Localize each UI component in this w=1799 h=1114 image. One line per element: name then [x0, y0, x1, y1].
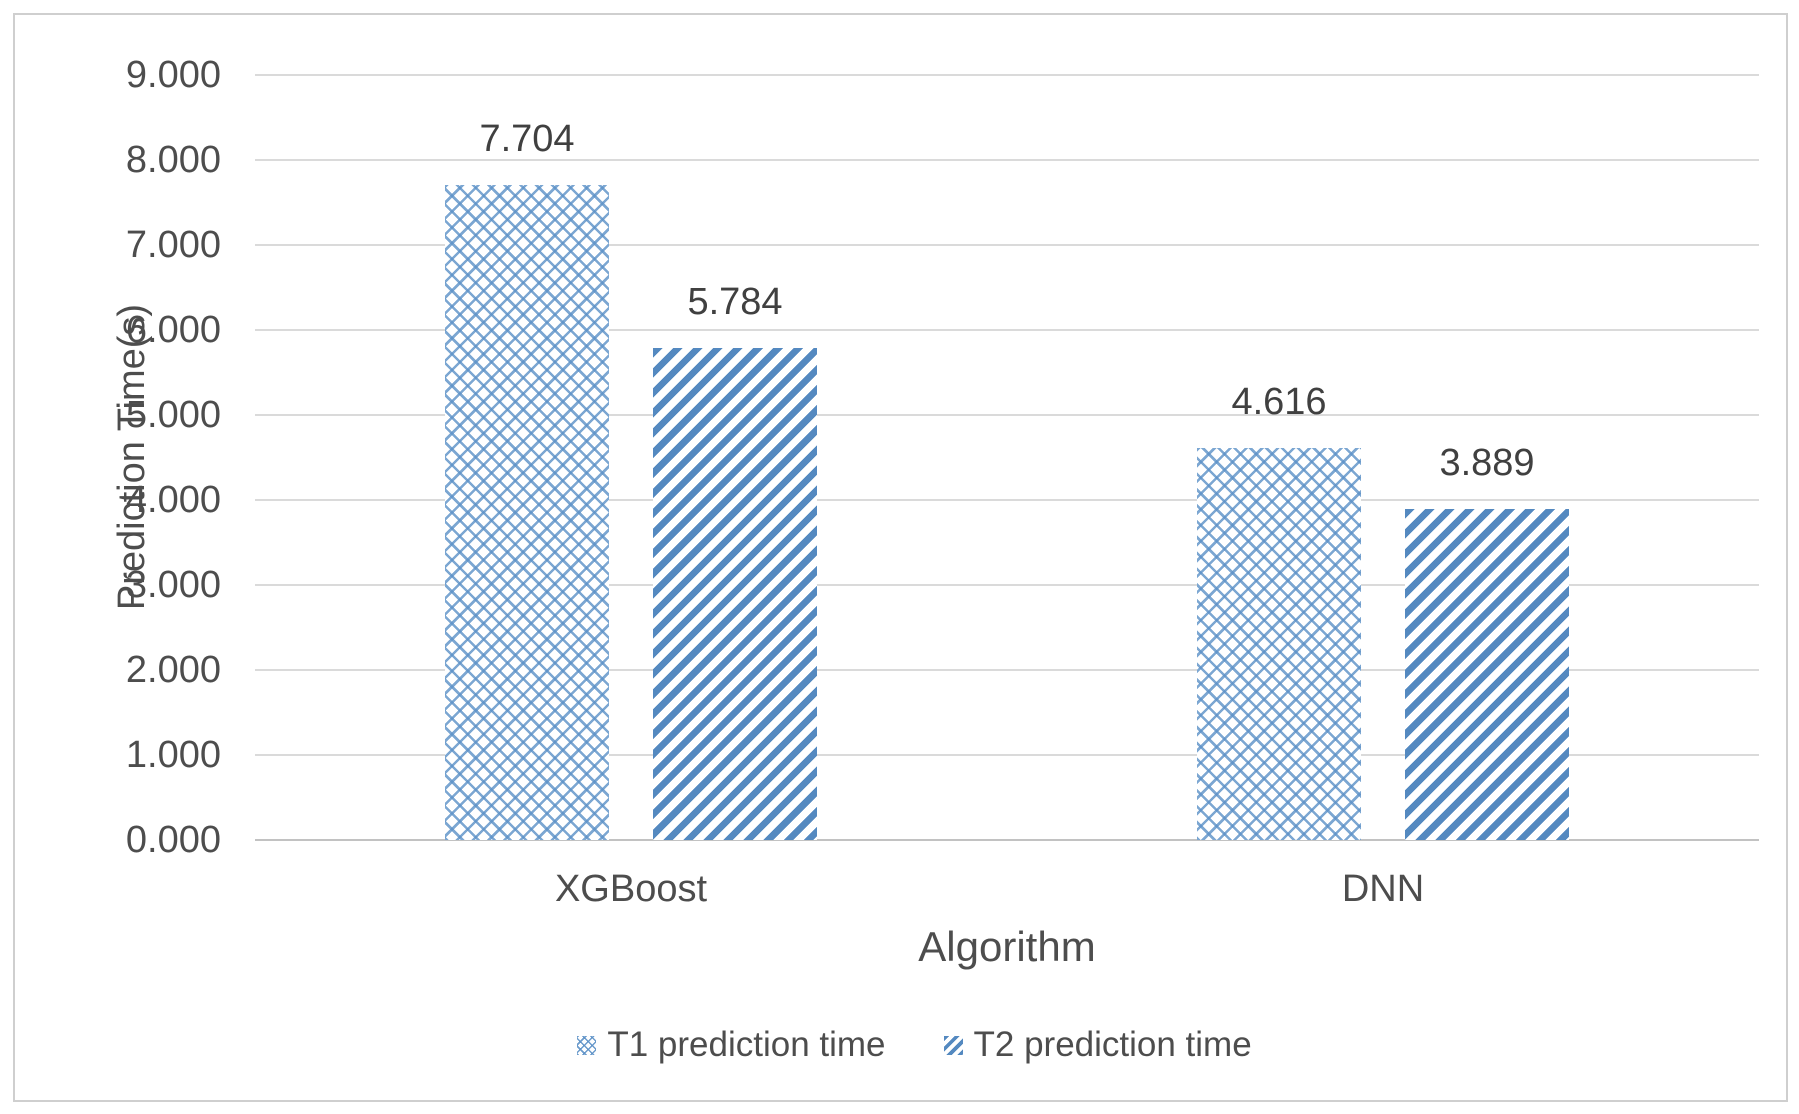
legend-label: T1 prediction time: [607, 1025, 886, 1064]
gridline: [255, 329, 1759, 331]
data-label-xgboost-t1-prediction-time: 7.704: [479, 118, 575, 161]
bar-xgboost-t1-prediction-time: [445, 185, 609, 840]
gridline: [255, 74, 1759, 76]
gridline: [255, 669, 1759, 671]
gridline: [255, 499, 1759, 501]
y-axis-tick-label: 9.000: [125, 54, 221, 96]
y-axis-tick-label: 0.000: [125, 819, 221, 861]
data-label-xgboost-t2-prediction-time: 5.784: [687, 281, 783, 324]
legend-item-t2-prediction-time: T2 prediction time: [943, 1018, 1252, 1072]
gridline: [255, 159, 1759, 161]
y-axis-tick-label: 5.000: [125, 394, 221, 436]
legend: T1 prediction time T2 prediction time: [15, 1018, 1799, 1072]
crosshatch-swatch-icon: [577, 1035, 597, 1055]
legend-item-t1-prediction-time: T1 prediction time: [577, 1018, 886, 1072]
y-axis-tick-label: 7.000: [125, 224, 221, 266]
y-axis-tick-label: 1.000: [125, 734, 221, 776]
bar-dnn-t1-prediction-time: [1197, 447, 1361, 840]
y-axis-tick-label: 6.000: [125, 309, 221, 351]
gridline: [255, 754, 1759, 756]
y-axis-tick-label: 8.000: [125, 139, 221, 181]
y-axis-tick-label: 4.000: [125, 479, 221, 521]
legend-label: T2 prediction time: [973, 1025, 1252, 1064]
chart-frame: Prediction Time(s) 0.000 1.000 2.000 3.000 4…: [13, 13, 1788, 1102]
y-axis-tick-label: 3.000: [125, 564, 221, 606]
data-label-dnn-t2-prediction-time: 3.889: [1439, 442, 1535, 485]
bar-dnn-t2-prediction-time: [1405, 509, 1569, 840]
gridline: [255, 244, 1759, 246]
x-axis-title: Algorithm: [918, 923, 1096, 970]
x-axis-line: [255, 839, 1759, 841]
category-label-xgboost: XGBoost: [554, 868, 708, 910]
data-label-dnn-t1-prediction-time: 4.616: [1231, 380, 1327, 423]
plot-area: [255, 75, 1759, 840]
gridline: [255, 584, 1759, 586]
category-label-dnn: DNN: [1341, 868, 1425, 910]
gridline: [255, 414, 1759, 416]
diagonal-stripe-swatch-icon: [943, 1035, 963, 1055]
y-axis-tick-label: 2.000: [125, 649, 221, 691]
bar-xgboost-t2-prediction-time: [653, 348, 817, 840]
